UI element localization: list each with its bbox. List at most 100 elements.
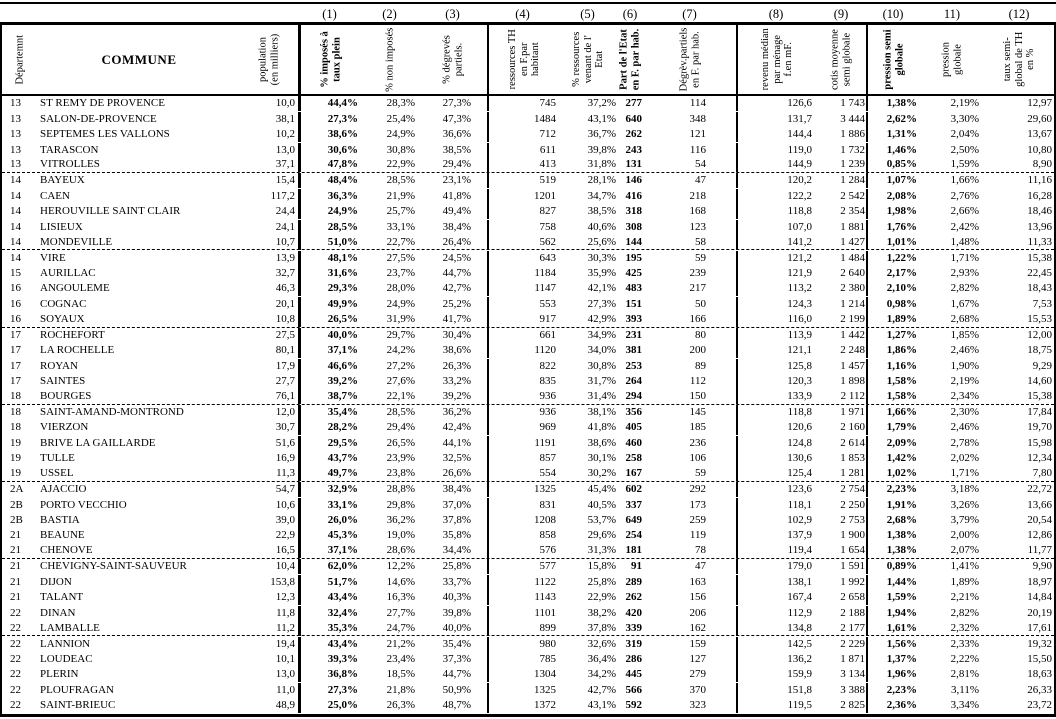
cell-taux-semi-global: 15,38: [1027, 390, 1052, 403]
cell-pct-non-imposes: 21,8%: [386, 683, 415, 696]
cell-pct-non-imposes: 28,5%: [386, 405, 415, 418]
cell-cotis-moyenne: 2 658: [840, 591, 865, 604]
column-header-1: % imposés à taux plein: [298, 25, 361, 94]
cell-pression-semi-globale: 1,27%: [866, 327, 920, 343]
cell-degrev-partiels: 145: [689, 405, 707, 418]
cell-revenu-median: 137,9: [736, 528, 816, 544]
cell-degrev-partiels: 236: [689, 436, 707, 449]
cell-commune: AJACCIO: [40, 483, 87, 496]
cell-degrev-partiels: 116: [689, 143, 706, 156]
cell-ressources-th: 1304: [487, 667, 558, 683]
cell-population: 12,3: [275, 591, 295, 604]
cell-ressources-th: 1143: [487, 590, 558, 606]
cell-pression-globale: 1,59%: [950, 158, 979, 171]
cell-pct-degreves-partiels: 37,3%: [442, 652, 471, 665]
cell-degrev-partiels: 78: [695, 544, 706, 557]
cell-cotis-moyenne: 2 248: [840, 344, 865, 357]
cell-commune: CHEVIGNY-SAINT-SAUVEUR: [40, 560, 187, 573]
column-number-9: (9): [833, 7, 849, 21]
cell-pct-ressources-etat: 15,8%: [587, 560, 616, 573]
cell-ressources-th: 1372: [487, 698, 558, 714]
cell-pression-semi-globale: 0,98%: [866, 296, 920, 312]
cell-pct-taux-plein: 40,0%: [298, 327, 361, 343]
cell-pct-degreves-partiels: 25,2%: [442, 297, 471, 310]
cell-part-etat: 264: [625, 375, 643, 388]
cell-ressources-th: 611: [487, 142, 558, 158]
cell-taux-semi-global: 12,97: [1027, 97, 1052, 110]
cell-ressources-th: 980: [487, 636, 558, 652]
cell-departement: 2B: [10, 498, 23, 511]
cell-part-etat: 253: [625, 359, 643, 372]
cell-commune: PLERIN: [40, 668, 79, 681]
cell-revenu-median: 142,5: [736, 636, 816, 652]
cell-ressources-th: 1208: [487, 513, 558, 529]
cell-part-etat: 416: [625, 189, 643, 202]
cell-commune: VITROLLES: [40, 158, 100, 171]
cell-ressources-th: 969: [487, 420, 558, 436]
cell-pression-semi-globale: 1,42%: [866, 451, 920, 467]
cell-revenu-median: 124,8: [736, 435, 816, 451]
cell-pct-non-imposes: 22,1%: [386, 390, 415, 403]
cell-population: 20,1: [275, 297, 295, 310]
cell-ressources-th: 413: [487, 157, 558, 173]
cell-taux-semi-global: 12,00: [1027, 328, 1052, 341]
cell-pression-semi-globale: 1,58%: [866, 374, 920, 390]
column-header-3: % dégrevés partiels.: [418, 25, 487, 94]
cell-population: 24,1: [275, 220, 295, 233]
cell-pression-globale: 3,11%: [950, 683, 979, 696]
column-number-10: (10): [882, 7, 904, 21]
cell-ressources-th: 758: [487, 219, 558, 235]
cell-degrev-partiels: 166: [689, 312, 707, 325]
cell-pct-taux-plein: 24,9%: [298, 204, 361, 220]
cell-cotis-moyenne: 2 160: [840, 421, 865, 434]
cell-population: 27,5: [275, 328, 295, 341]
cell-revenu-median: 118,1: [736, 497, 816, 513]
cell-cotis-moyenne: 2 753: [840, 514, 865, 527]
cell-pct-taux-plein: 43,4%: [298, 590, 361, 606]
cell-pct-non-imposes: 28,3%: [386, 97, 415, 110]
cell-population: 15,4: [275, 174, 295, 187]
cell-commune: SEPTEMES LES VALLONS: [40, 128, 170, 141]
cell-pct-ressources-etat: 31,3%: [587, 544, 616, 557]
cell-taux-semi-global: 15,98: [1027, 436, 1052, 449]
column-header-label-4: ressources TH en F.par habitant: [506, 29, 541, 90]
table-row: 18 VIERZON 30,7 28,2% 29,4% 42,4% 969 41,8% 405 1…: [2, 420, 1054, 436]
cell-departement: 17: [10, 344, 21, 357]
cell-pct-taux-plein: 27,3%: [298, 111, 361, 127]
cell-population: 54,7: [275, 483, 295, 496]
cell-part-etat: 405: [625, 421, 643, 434]
column-header-8: revenu médian par ménage f.en mF.: [736, 25, 816, 94]
cell-pression-semi-globale: 1,38%: [866, 96, 920, 112]
cell-pression-globale: 2,46%: [950, 421, 979, 434]
cell-departement: 16: [10, 297, 21, 310]
cell-revenu-median: 144,4: [736, 127, 816, 143]
cell-cotis-moyenne: 2 199: [840, 312, 865, 325]
cell-cotis-moyenne: 2 188: [840, 606, 865, 619]
column-header-label-3: % dégrevés partiels.: [441, 35, 464, 84]
cell-pct-taux-plein: 28,2%: [298, 420, 361, 436]
cell-part-etat: 566: [625, 683, 643, 696]
cell-pct-non-imposes: 25,7%: [386, 205, 415, 218]
column-number-7: (7): [682, 7, 697, 21]
cell-pct-ressources-etat: 34,0%: [587, 344, 616, 357]
cell-pct-taux-plein: 35,4%: [298, 404, 361, 420]
cell-degrev-partiels: 163: [689, 575, 707, 588]
cell-pression-semi-globale: 2,68%: [866, 513, 920, 529]
cell-taux-semi-global: 15,38: [1027, 251, 1052, 264]
cell-departement: 18: [10, 421, 21, 434]
table-row: 13 ST REMY DE PROVENCE 10,0 44,4% 28,3% 27,3%…: [2, 96, 1054, 112]
column-header-10: pression semi globale: [866, 25, 920, 94]
cell-pression-globale: 2,32%: [950, 621, 979, 634]
cell-departement: 19: [10, 452, 21, 465]
cell-degrev-partiels: 259: [689, 514, 707, 527]
cell-revenu-median: 113,9: [736, 327, 816, 343]
table-row: 16 SOYAUX 10,8 26,5% 31,9% 41,7% 917 42,9% 393 16…: [2, 311, 1054, 328]
cell-part-etat: 460: [625, 436, 643, 449]
cell-population: 24,4: [275, 205, 295, 218]
cell-degrev-partiels: 47: [695, 174, 706, 187]
cell-pct-degreves-partiels: 49,4%: [442, 205, 471, 218]
cell-ressources-th: 835: [487, 374, 558, 390]
cell-revenu-median: 125,4: [736, 466, 816, 482]
cell-population: 10,0: [275, 97, 295, 110]
cell-departement: 2B: [10, 514, 23, 527]
